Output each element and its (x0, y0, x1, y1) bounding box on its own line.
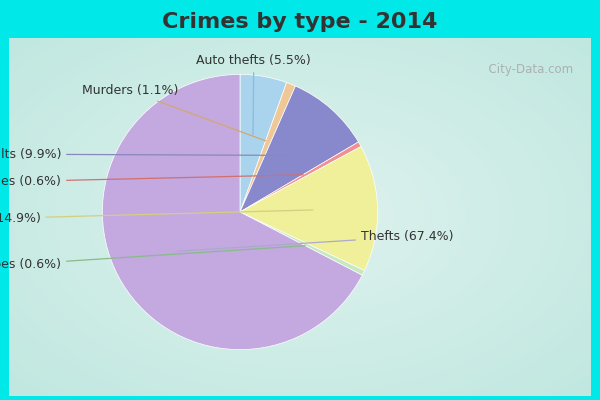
Text: Rapes (0.6%): Rapes (0.6%) (0, 246, 305, 271)
Wedge shape (240, 212, 365, 275)
Wedge shape (240, 74, 287, 212)
Text: Burglaries (14.9%): Burglaries (14.9%) (0, 210, 313, 225)
Text: Crimes by type - 2014: Crimes by type - 2014 (163, 12, 437, 32)
Text: Robberies (0.6%): Robberies (0.6%) (0, 175, 303, 188)
Wedge shape (103, 74, 362, 350)
Wedge shape (240, 82, 295, 212)
Wedge shape (240, 146, 377, 270)
Text: Thefts (67.4%): Thefts (67.4%) (178, 230, 454, 251)
Wedge shape (240, 142, 361, 212)
Wedge shape (240, 86, 358, 212)
Text: Murders (1.1%): Murders (1.1%) (82, 84, 265, 141)
Text: Assaults (9.9%): Assaults (9.9%) (0, 148, 287, 161)
Text: City-Data.com: City-Data.com (481, 63, 574, 76)
Text: Auto thefts (5.5%): Auto thefts (5.5%) (196, 54, 311, 135)
